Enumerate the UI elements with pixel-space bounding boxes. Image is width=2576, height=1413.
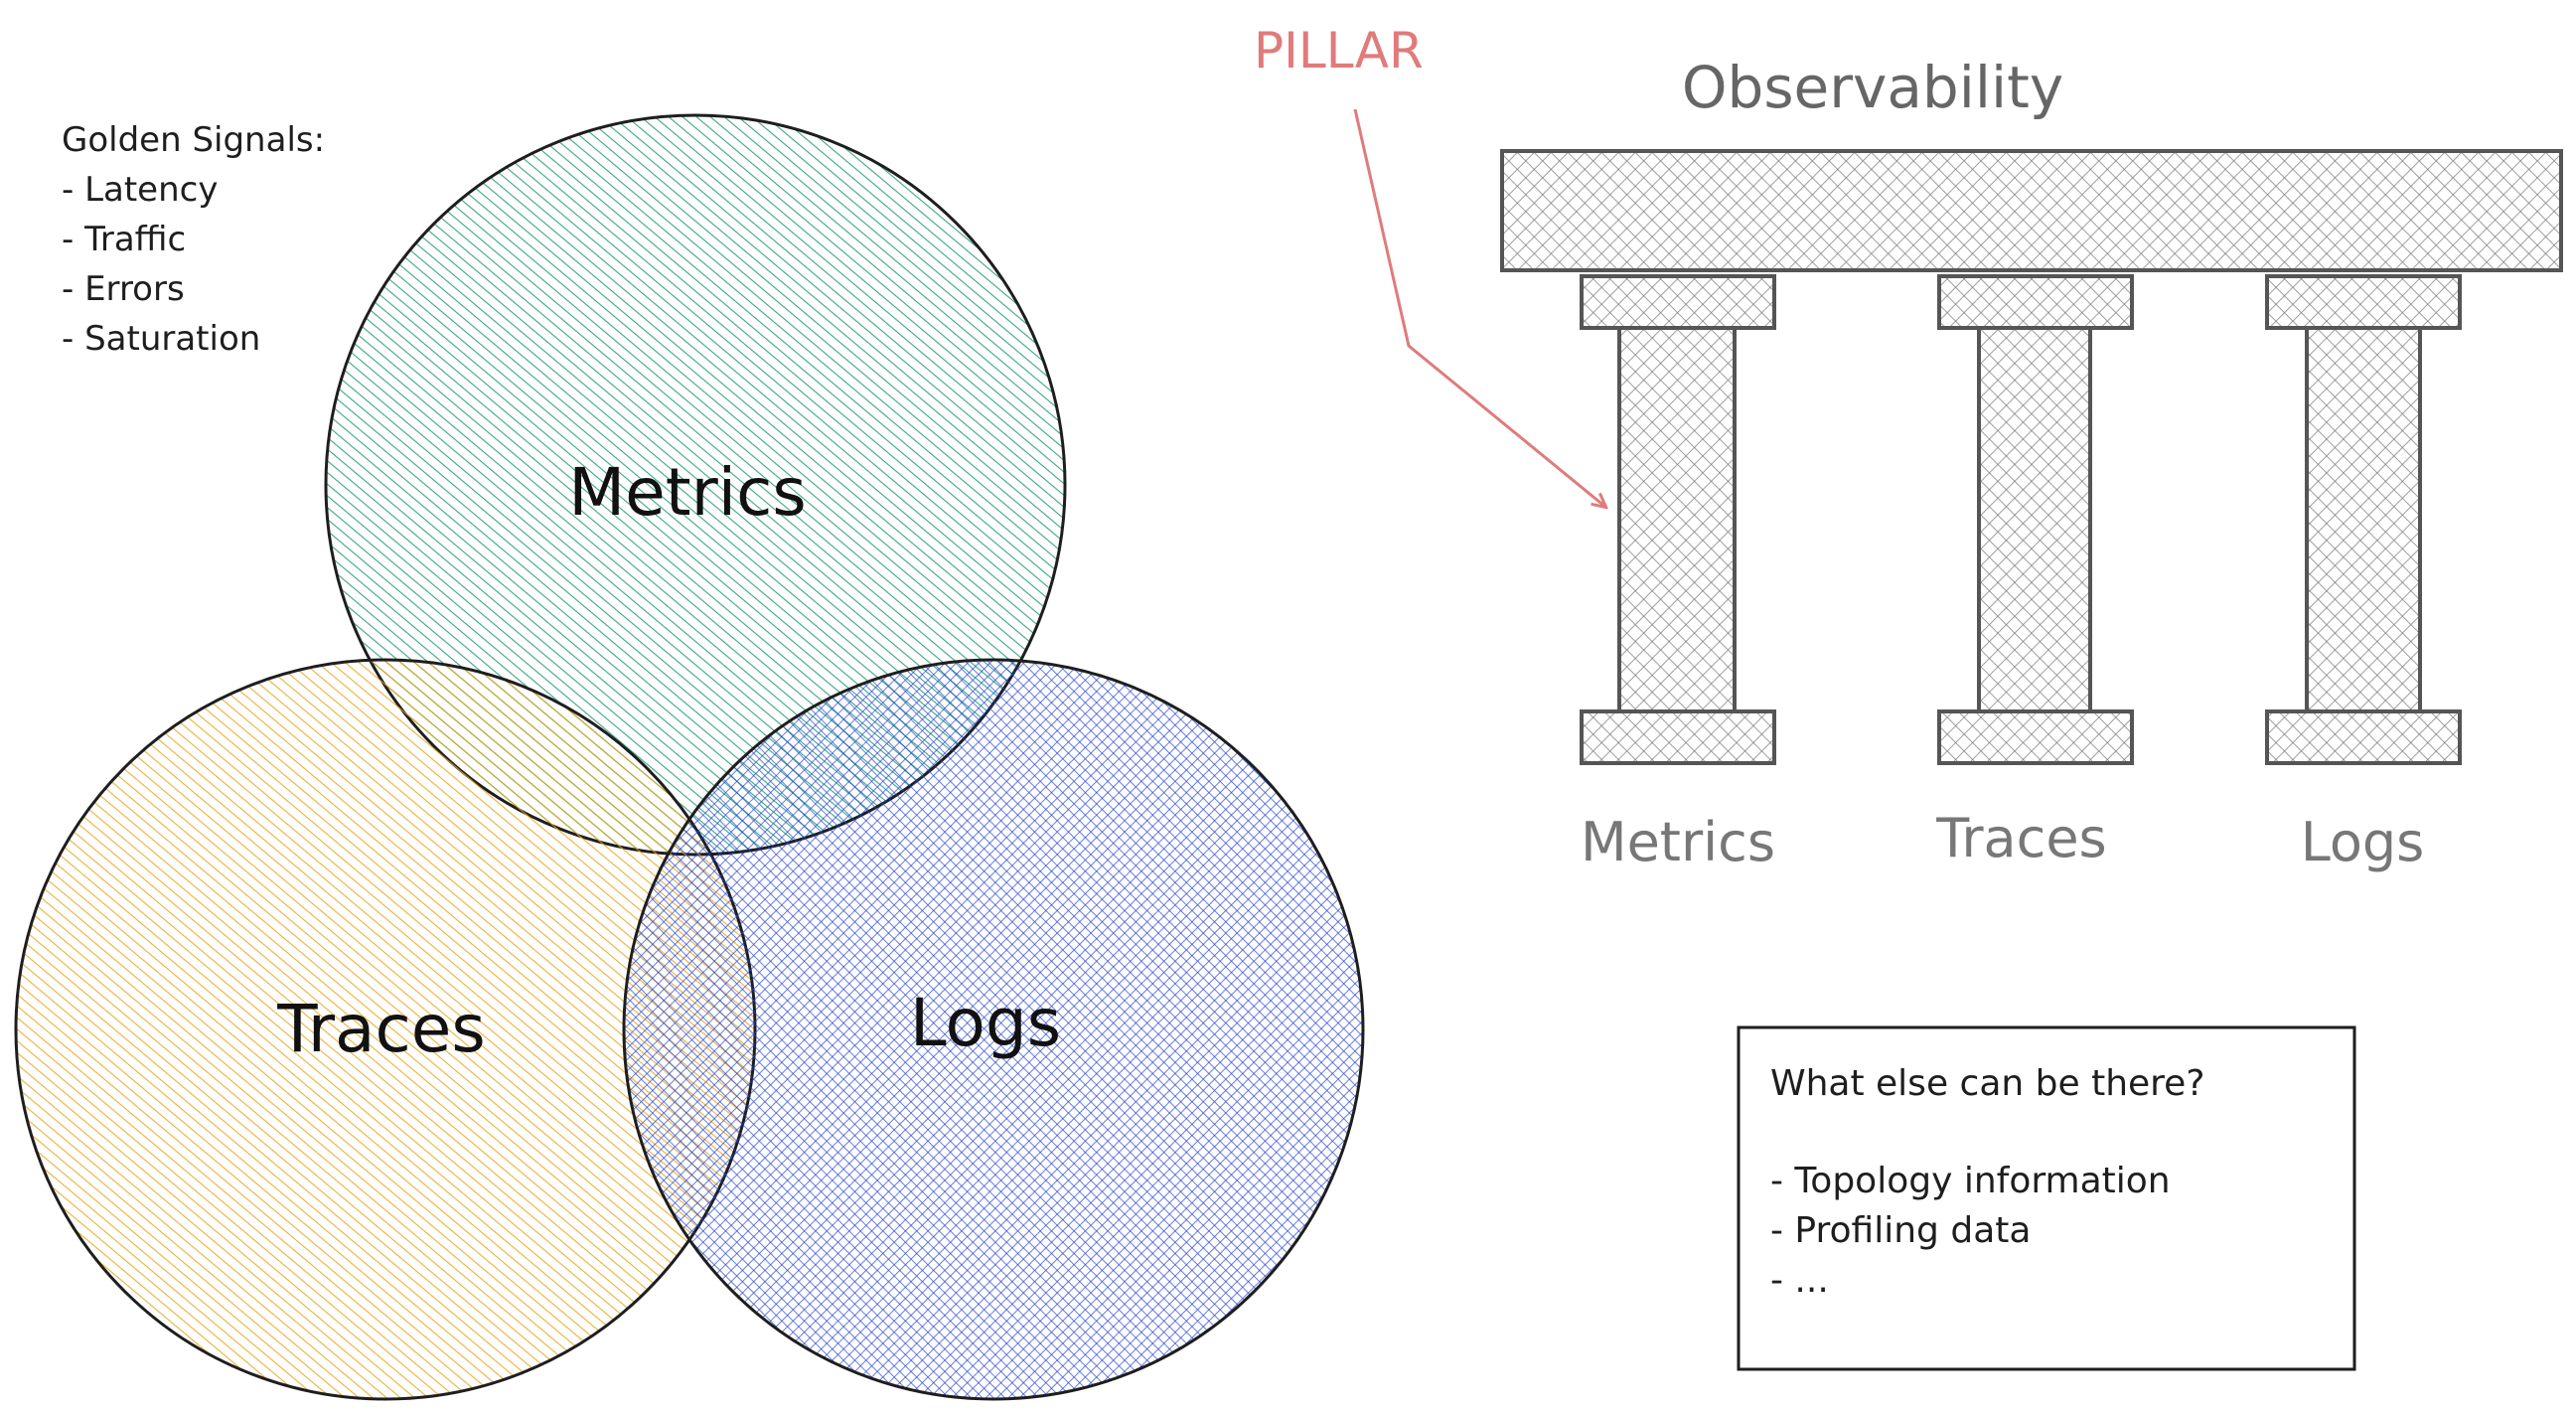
venn-label-logs: Logs: [910, 985, 1061, 1061]
temple-pillar-metrics: [1580, 274, 1776, 765]
note-box-item: - Profiling data: [1770, 1210, 2031, 1251]
observability-temple: Observability Metrics Traces Logs: [1500, 54, 2563, 873]
venn-label-metrics: Metrics: [568, 454, 807, 531]
venn-label-traces: Traces: [276, 991, 485, 1067]
note-box-item: - ...: [1770, 1260, 1829, 1301]
note-box-title: What else can be there?: [1770, 1063, 2204, 1104]
pillar-base: [1937, 709, 2134, 765]
pillar-shaft: [2305, 326, 2422, 713]
pillar-label-traces: Traces: [1935, 807, 2106, 869]
golden-signal-item: - Errors: [62, 269, 185, 309]
pillar-shaft: [1617, 326, 1737, 713]
temple-pillar-traces: [1937, 274, 2134, 765]
pillar-label-metrics: Metrics: [1581, 811, 1775, 873]
venn-circle-logs: [622, 658, 1365, 1401]
golden-signals-list: Golden Signals: - Latency - Traffic - Er…: [62, 120, 325, 359]
pillar-capital: [1937, 274, 2134, 330]
golden-signal-item: - Saturation: [62, 319, 260, 359]
note-box-frame: [1737, 1025, 2356, 1371]
pillar-annotation-label: PILLAR: [1254, 22, 1424, 79]
pillar-shaft: [1977, 326, 2092, 713]
pillar-base: [2265, 709, 2462, 765]
pillar-capital: [1580, 274, 1776, 330]
pillar-label-logs: Logs: [2301, 811, 2425, 873]
temple-roof: [1500, 149, 2563, 272]
pillar-capital: [2265, 274, 2462, 330]
golden-signals-title: Golden Signals:: [62, 120, 325, 160]
golden-signal-item: - Traffic: [62, 220, 186, 259]
note-box-item: - Topology information: [1770, 1161, 2171, 1201]
temple-title: Observability: [1682, 54, 2063, 121]
note-box: What else can be there? - Topology infor…: [1737, 1025, 2356, 1371]
golden-signal-item: - Latency: [62, 170, 218, 210]
venn-diagram: Metrics Traces Logs: [14, 113, 1365, 1401]
pillar-annotation: PILLAR: [1254, 22, 1605, 507]
pillar-base: [1580, 709, 1776, 765]
pillar-arrow: [1353, 108, 1605, 507]
temple-pillar-logs: [2265, 274, 2462, 765]
